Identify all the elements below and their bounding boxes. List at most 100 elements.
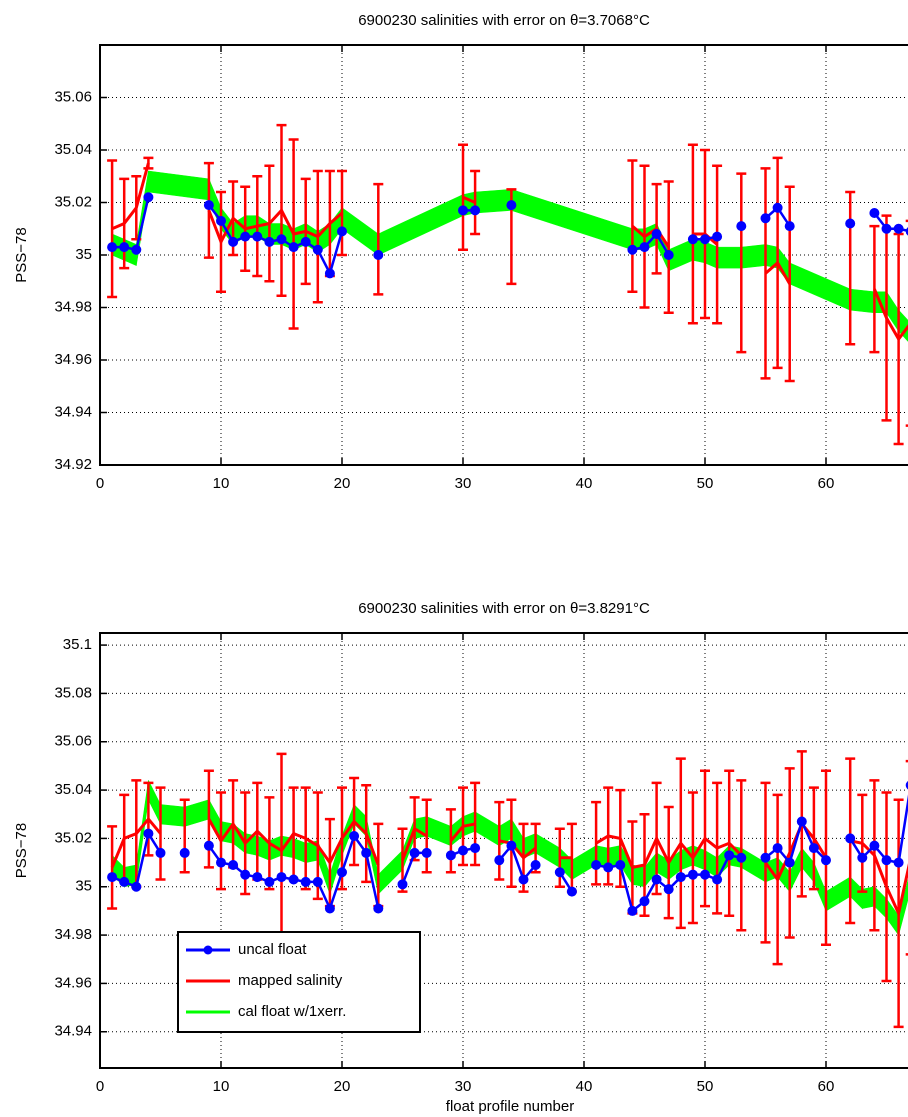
- error-band: [861, 886, 875, 909]
- error-bar: [772, 793, 783, 966]
- y-tick-label: 34.96: [54, 351, 92, 368]
- error-bar: [772, 156, 783, 370]
- point: [470, 843, 481, 854]
- error-bar: [264, 164, 275, 283]
- error-band: [160, 804, 185, 827]
- error-bar: [700, 769, 710, 908]
- x-tick-label: 40: [576, 475, 593, 492]
- point: [119, 876, 130, 887]
- error-bar: [179, 798, 190, 874]
- point: [506, 200, 517, 211]
- point: [264, 236, 275, 247]
- series-line: [873, 212, 908, 233]
- error-band: [849, 288, 875, 314]
- error-bar: [445, 808, 456, 874]
- x-tick-label: 40: [576, 1078, 593, 1095]
- error-bar: [639, 164, 650, 309]
- error-bar: [155, 786, 166, 881]
- point: [736, 221, 747, 232]
- error-bar: [760, 167, 771, 380]
- point: [252, 231, 263, 242]
- error-bar: [107, 825, 118, 910]
- x-axis-label: float profile number: [446, 1098, 574, 1115]
- error-bar: [373, 182, 384, 296]
- point: [603, 862, 614, 873]
- error-bar: [700, 148, 710, 320]
- error-bar: [687, 791, 698, 925]
- point: [530, 860, 541, 870]
- error-bar: [276, 123, 287, 297]
- point: [228, 860, 239, 870]
- error-bar: [724, 769, 735, 917]
- y-tick-label: 35.1: [63, 636, 92, 653]
- point: [143, 192, 154, 203]
- error-bar: [712, 781, 723, 915]
- point: [881, 855, 892, 866]
- error-bar: [736, 172, 747, 354]
- error-bar: [203, 161, 214, 259]
- error-bar: [300, 786, 311, 891]
- point: [203, 200, 214, 211]
- point: [760, 213, 771, 224]
- x-tick-label: 30: [455, 1078, 472, 1095]
- point: [131, 881, 142, 892]
- point: [627, 244, 638, 255]
- point: [276, 872, 287, 883]
- y-tick-label: 34.92: [54, 456, 92, 473]
- series-line: [849, 839, 908, 919]
- point: [337, 226, 347, 237]
- series-line: [499, 839, 537, 860]
- y-axis-label: PSS−78: [13, 823, 30, 878]
- point: [893, 223, 904, 234]
- point: [712, 874, 723, 885]
- point: [566, 886, 577, 897]
- point: [179, 847, 190, 858]
- error-bar: [119, 177, 130, 270]
- error-bar: [252, 175, 263, 278]
- error-bar: [240, 185, 251, 272]
- series-line: [873, 288, 908, 342]
- point: [312, 876, 323, 887]
- point: [445, 850, 456, 861]
- y-tick-label: 35.06: [54, 733, 92, 750]
- point: [397, 879, 408, 890]
- point: [264, 876, 275, 887]
- point: [869, 208, 880, 218]
- error-bar: [264, 796, 275, 891]
- error-bar: [651, 182, 662, 275]
- point: [700, 869, 710, 880]
- point: [554, 867, 565, 878]
- point: [240, 231, 251, 242]
- error-band: [716, 246, 742, 269]
- point: [216, 857, 226, 868]
- error-bar: [458, 143, 468, 251]
- error-bar: [203, 769, 214, 869]
- axes-frame: [99, 44, 908, 466]
- x-tick-label: 30: [455, 475, 472, 492]
- x-tick-label: 50: [697, 1078, 714, 1095]
- point: [409, 847, 420, 858]
- chart-title: 6900230 salinities with error on θ=3.829…: [358, 600, 650, 617]
- error-bar: [675, 757, 686, 930]
- point: [276, 234, 287, 245]
- error-bar: [881, 791, 892, 983]
- error-bar: [337, 169, 347, 257]
- point: [324, 268, 335, 279]
- x-tick-label: 0: [96, 475, 104, 492]
- point: [663, 884, 674, 895]
- point: [821, 855, 831, 866]
- point: [518, 874, 529, 885]
- error-bar: [905, 759, 908, 956]
- plot-area: [100, 45, 908, 465]
- error-bar: [615, 788, 626, 888]
- y-tick-label: 35: [75, 246, 92, 263]
- axes-frame: [99, 632, 908, 1069]
- point: [760, 852, 771, 863]
- legend-label: mapped salinity: [238, 972, 343, 989]
- error-bar: [216, 190, 226, 293]
- legend-label: cal float w/1xerr.: [238, 1003, 346, 1020]
- point: [107, 242, 118, 253]
- point: [300, 876, 311, 887]
- y-tick-label: 34.98: [54, 926, 92, 943]
